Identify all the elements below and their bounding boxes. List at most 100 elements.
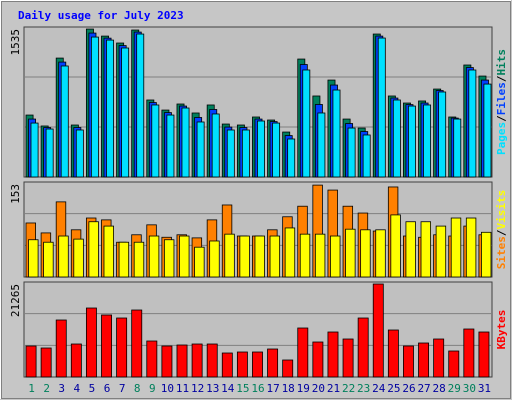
bar (438, 91, 447, 178)
x-tick-label: 13 (206, 382, 219, 395)
x-tick-label: 27 (417, 382, 430, 395)
bar (284, 227, 296, 278)
bar (166, 114, 175, 178)
bar (133, 241, 145, 278)
bar (257, 120, 265, 178)
x-tick-label: 30 (463, 382, 476, 395)
legend-entry: KBytes (495, 310, 508, 350)
x-tick-label: 19 (297, 382, 310, 395)
legend: KBytes (495, 310, 508, 350)
bar (448, 350, 460, 378)
bar (420, 221, 432, 278)
bar (55, 319, 67, 378)
bar (272, 122, 281, 178)
bar (196, 121, 205, 178)
legend: Pages/Files/Hits (495, 49, 508, 155)
bar (221, 352, 233, 378)
legend-entry: Files (495, 82, 508, 115)
bar (282, 359, 294, 378)
bar (390, 214, 401, 278)
x-tick-label: 26 (402, 382, 415, 395)
bar (252, 351, 263, 378)
y-tick-label: 1535 (9, 29, 22, 56)
bar (347, 127, 356, 178)
legend: Sites/Visits (495, 190, 508, 270)
legend-entry: Hits (495, 49, 508, 76)
bar (121, 47, 130, 178)
x-tick-label: 4 (74, 382, 81, 395)
bar (236, 351, 248, 378)
x-tick-label: 8 (134, 382, 141, 395)
bar (314, 233, 326, 278)
x-tick-label: 5 (89, 382, 96, 395)
bar (224, 233, 235, 278)
legend-entry: Visits (495, 190, 508, 230)
bar (191, 343, 203, 378)
x-tick-label: 23 (357, 382, 370, 395)
bar (483, 83, 492, 178)
x-tick-label: 31 (478, 382, 491, 395)
bar (377, 37, 386, 178)
bar (43, 241, 54, 278)
bar (209, 240, 220, 278)
bar (403, 345, 414, 378)
bar (330, 235, 341, 278)
bar (453, 118, 462, 178)
bar (136, 33, 145, 178)
bar (75, 129, 84, 178)
bar (179, 235, 190, 278)
x-tick-label: 20 (312, 382, 325, 395)
bar (101, 314, 112, 378)
bar (176, 344, 188, 378)
bar (465, 217, 477, 278)
bar (418, 342, 430, 378)
bar (375, 229, 386, 278)
bar (269, 235, 281, 278)
bar (181, 107, 190, 178)
bar (90, 36, 99, 178)
bar (28, 239, 39, 278)
bar (387, 329, 399, 378)
bar (317, 112, 326, 178)
bar (106, 39, 114, 178)
bar (481, 231, 492, 278)
x-tick-label: 22 (342, 382, 355, 395)
bar (299, 233, 311, 278)
x-tick-label: 3 (58, 382, 65, 395)
bar (45, 128, 54, 178)
bar (103, 225, 114, 278)
bar (435, 225, 447, 278)
y-tick-label: 153 (9, 184, 22, 204)
bar (392, 99, 401, 178)
bar (241, 129, 250, 178)
legend-entry: Sites (495, 236, 508, 269)
bar (116, 317, 128, 378)
y-tick-label: 21265 (9, 284, 22, 317)
bar (360, 229, 371, 278)
bar (312, 341, 324, 378)
bar (362, 134, 371, 178)
x-tick-label: 6 (104, 382, 111, 395)
bar (405, 221, 416, 278)
x-tick-label: 14 (221, 382, 235, 395)
bar (450, 217, 462, 278)
bar (30, 122, 39, 178)
bar (297, 327, 309, 378)
bar (357, 317, 369, 378)
bar (433, 338, 445, 378)
x-tick-label: 24 (372, 382, 386, 395)
bar (85, 307, 97, 378)
bar (342, 338, 354, 378)
bar (131, 309, 143, 378)
x-tick-label: 17 (266, 382, 279, 395)
legend-separator: / (495, 229, 508, 236)
bar (408, 105, 416, 178)
bar (372, 283, 384, 378)
bar (163, 239, 175, 278)
bar (70, 343, 82, 378)
x-tick-label: 28 (433, 382, 446, 395)
x-tick-label: 25 (387, 382, 400, 395)
bar (194, 246, 205, 278)
